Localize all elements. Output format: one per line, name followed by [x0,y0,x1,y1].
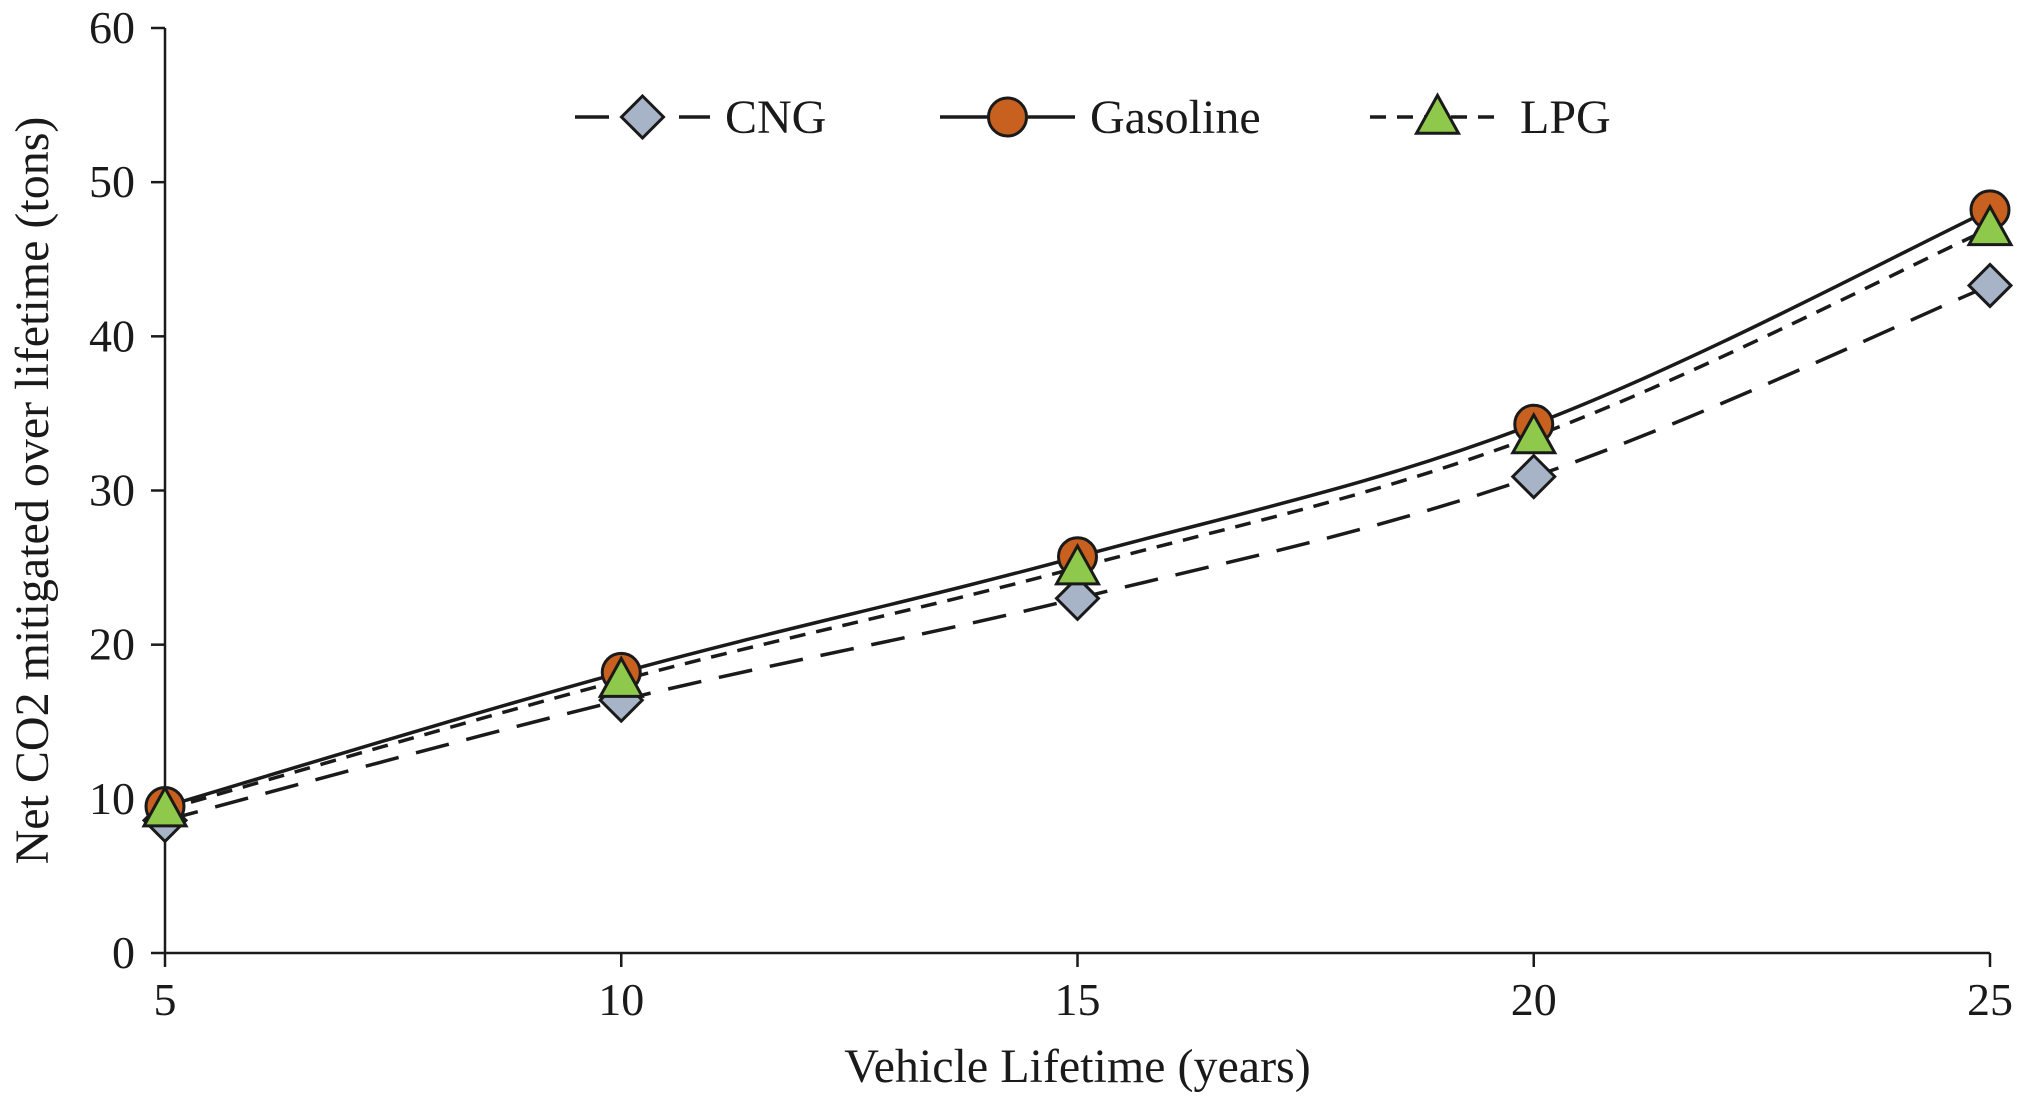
data-point-lpg-5 [141,784,189,828]
data-point-lpg-15 [1053,542,1102,586]
y-tick-label: 0 [112,927,135,978]
legend-label-lpg: LPG [1520,91,1611,144]
series-layer [141,189,2014,844]
series-line-lpg [164,226,1991,812]
axes [163,28,1990,955]
legend-label-cng: CNG [725,91,826,144]
legend-marker-lpg-icon [1413,92,1462,135]
x-tick-label: 15 [1055,974,1101,1025]
y-axis-title: Net CO2 mitigated over lifetime (tons) [6,117,59,865]
legend-marker-cng-icon [619,93,666,141]
y-tick-label: 30 [89,465,135,516]
x-axis-title: Vehicle Lifetime (years) [844,1040,1310,1093]
legend-label-gasoline: Gasoline [1090,91,1261,144]
y-tick-label: 10 [89,773,135,824]
x-tick-label: 10 [598,974,644,1025]
legend-marker-gasoline-icon [987,96,1028,138]
data-point-lpg-20 [1510,411,1558,455]
data-point-cng-15 [1054,575,1101,622]
y-tick-label: 20 [89,619,135,670]
x-tick-label: 25 [1967,974,2013,1025]
data-point-cng-25 [1966,262,2014,309]
y-tick-label: 60 [89,2,135,53]
x-tick-label: 20 [1511,974,1557,1025]
series-line-gasoline [164,208,1991,809]
data-point-cng-20 [1510,453,1557,500]
data-point-lpg-25 [1966,203,2014,247]
ticks: 0 10 20 30 40 50 60 5 10 15 20 25 [89,2,2013,1025]
data-point-lpg-10 [597,655,645,698]
legend: CNG Gasoline LPG [575,91,1611,144]
y-tick-label: 50 [89,156,135,207]
x-tick-label: 5 [154,974,177,1025]
y-tick-label: 40 [89,310,135,361]
